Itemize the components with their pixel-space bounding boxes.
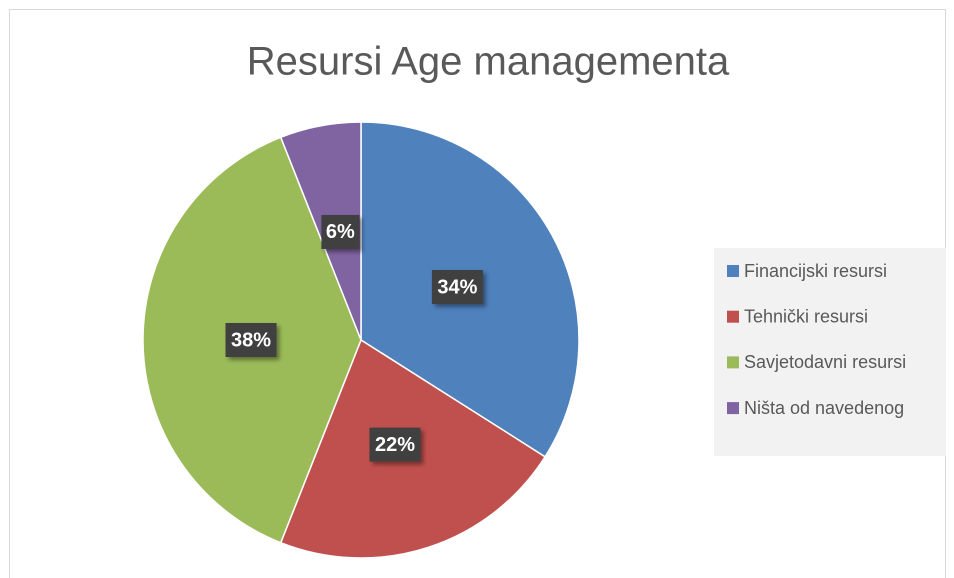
legend-label: Financijski resursi — [744, 261, 887, 281]
legend-swatch — [727, 265, 739, 277]
data-label: 38% — [231, 329, 271, 351]
legend-label: Ništa od navedenog — [744, 398, 904, 418]
legend-swatch — [727, 310, 739, 323]
chart-title: Resursi Age managementa — [247, 40, 730, 84]
data-label: 34% — [437, 276, 477, 298]
pie-slice — [279, 121, 362, 341]
legend-swatch — [727, 402, 739, 415]
data-label: 22% — [375, 434, 415, 456]
data-label-box — [369, 427, 421, 462]
data-label-box — [225, 323, 277, 357]
data-label: 6% — [326, 221, 355, 243]
legend-label: Tehnički resursi — [744, 306, 868, 326]
legend-label: Savjetodavni resursi — [744, 352, 906, 372]
legend-swatch — [727, 356, 739, 369]
data-label-box — [321, 214, 360, 249]
legend-box — [714, 248, 946, 456]
data-label-box — [431, 270, 483, 305]
